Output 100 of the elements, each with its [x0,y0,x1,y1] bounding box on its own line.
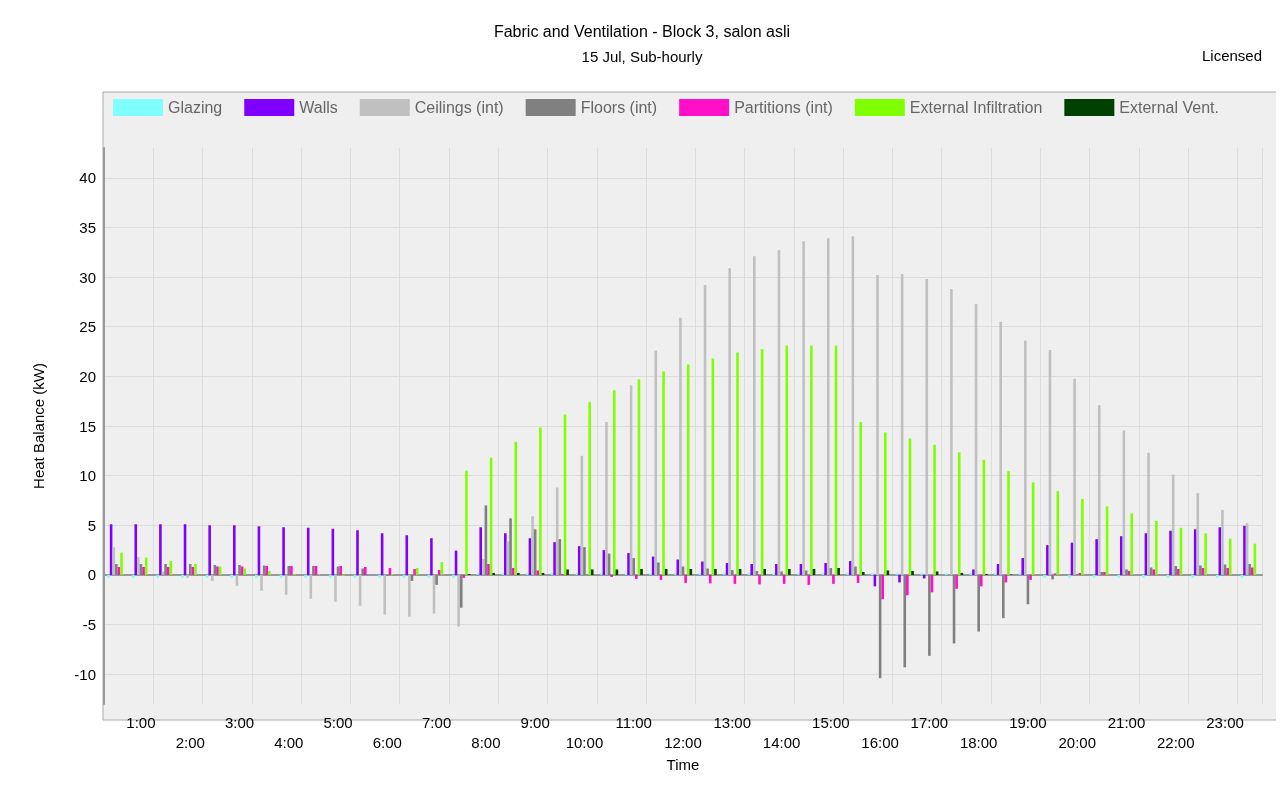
x-tick-label: 13:00 [713,713,752,731]
bar [112,547,116,575]
bar [1142,574,1145,578]
bar [859,422,862,575]
x-tick-label: 18:00 [959,733,998,751]
y-tick-label: -10 [74,665,96,683]
x-tick-label: 2:00 [175,733,205,751]
bar [824,563,827,575]
bar [1043,574,1047,578]
x-tick-label: 21:00 [1107,713,1146,731]
bar [686,364,690,575]
bar [306,527,310,575]
bar [1007,471,1010,575]
bar [268,570,271,575]
bar [684,574,687,583]
x-tick-label: 10:00 [565,733,604,751]
bar [750,564,754,575]
bar [612,390,616,575]
bar [1051,574,1054,580]
bar [539,427,542,575]
bar [1119,536,1123,575]
bar [134,524,138,575]
legend-label: Walls [299,99,338,116]
x-tick-label: 11:00 [615,713,652,731]
bar [282,527,285,575]
bar [1073,378,1076,575]
bar [1130,513,1133,575]
legend-label: Partitions (int) [734,99,833,116]
bar [120,552,123,575]
y-tick-label: 15 [79,417,96,435]
bar [107,574,110,578]
bar [1046,545,1049,575]
bar [1155,520,1158,575]
bar [906,574,909,596]
bar [459,574,463,608]
bar [955,574,958,589]
bar [730,569,734,575]
x-tick-label: 19:00 [1009,713,1047,731]
x-tick-label: 16:00 [861,733,899,751]
bar [950,288,953,575]
bar [1228,538,1232,575]
bar [1002,574,1005,619]
x-tick-label: 15:00 [812,713,850,731]
legend-label: External Infiltration [909,99,1043,116]
bar [999,321,1002,575]
bar [566,569,569,575]
bar [1215,574,1219,578]
bar [903,574,907,668]
bar [181,574,184,578]
x-tick-label: 4:00 [274,733,304,751]
y-tick-label: 30 [79,268,96,286]
bar [632,558,636,575]
bar [1221,509,1224,575]
y-tick-label: 0 [87,566,96,584]
bar [662,371,665,575]
bar [452,574,455,578]
bar [676,559,680,575]
bar [555,487,559,575]
bar [208,525,211,575]
bar [588,402,591,575]
bar [763,568,767,575]
x-tick-label: 23:00 [1206,713,1244,731]
bar [514,441,518,575]
bar [627,553,630,575]
bar [1204,533,1207,575]
y-tick-label: 40 [79,169,96,187]
bar [531,516,534,575]
bar [977,574,980,632]
bar [583,547,586,575]
bar [911,570,914,575]
y-tick-label: 5 [87,516,96,534]
bar [848,561,852,575]
y-tick-label: -5 [82,616,96,634]
text: Licensed [1201,47,1262,64]
bar [156,574,160,578]
bar [925,279,929,575]
bar [334,574,337,602]
bar [1029,574,1032,580]
bar [957,452,961,575]
x-tick-label: 8:00 [471,733,501,751]
bar [826,238,830,575]
bar [255,574,258,578]
bar [810,345,813,575]
chart-subtitle: 15 Jul, Sub-hourly [581,48,703,65]
bar [780,571,783,575]
x-tick-label: 1:00 [126,713,156,731]
x-tick-label: 6:00 [372,733,402,751]
bar [881,574,885,600]
bar [186,574,189,578]
bar [405,535,409,575]
bar [714,568,717,575]
bar [1024,340,1027,575]
y-tick-label: 25 [79,318,96,336]
bar [356,530,359,575]
legend-label: Glazing [168,99,223,116]
bar [1081,498,1084,575]
y-tick-label: 10 [79,467,96,485]
bar [590,569,594,575]
bar [728,268,731,575]
bar [509,518,512,575]
